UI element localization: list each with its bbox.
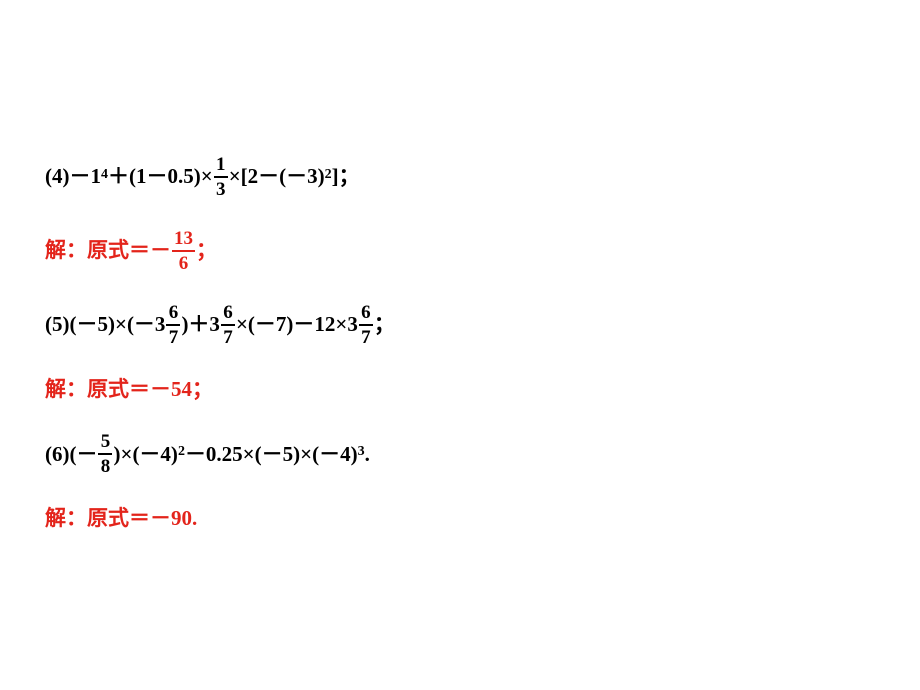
denominator: 3 — [214, 180, 228, 199]
numerator: 6 — [359, 303, 373, 322]
fraction: 6 7 — [359, 303, 373, 347]
fraction-bar — [172, 250, 195, 252]
text-segment: ×[2－(－3) — [229, 164, 325, 189]
numerator: 5 — [99, 432, 113, 451]
text-segment: (6)(－ — [45, 442, 97, 467]
denominator: 7 — [359, 328, 373, 347]
fraction-bar — [214, 176, 228, 178]
text-segment: ； — [374, 312, 395, 337]
text-segment: ＋(1－0.5)× — [108, 164, 213, 189]
text-segment: ]； — [332, 164, 360, 189]
text-segment: (5)(－5)×(－3 — [45, 312, 165, 337]
denominator: 7 — [167, 328, 181, 347]
fraction: 1 3 — [214, 155, 228, 199]
denominator: 7 — [221, 328, 235, 347]
superscript: 2 — [178, 444, 185, 461]
fraction-bar — [221, 324, 235, 326]
denominator: 6 — [177, 254, 191, 273]
text-segment: )＋3 — [181, 312, 220, 337]
superscript: 2 — [325, 167, 332, 184]
text-segment: ； — [196, 238, 217, 263]
numerator: 6 — [221, 303, 235, 322]
text-segment: 解：原式＝－54； — [45, 377, 213, 402]
fraction-bar — [359, 324, 373, 326]
problem-4: (4)－1 4 ＋(1－0.5)× 1 3 ×[2－(－3) 2 ]； — [45, 155, 875, 199]
numerator: 13 — [172, 229, 195, 248]
text-segment: . — [365, 442, 370, 467]
denominator: 8 — [99, 457, 113, 476]
fraction: 6 7 — [221, 303, 235, 347]
fraction: 13 6 — [172, 229, 195, 273]
numerator: 1 — [214, 155, 228, 174]
text-segment: )×(－4) — [113, 442, 177, 467]
fraction-bar — [98, 453, 112, 455]
fraction: 6 7 — [166, 303, 180, 347]
solution-5: 解：原式＝－54； — [45, 377, 875, 402]
solution-4: 解：原式＝－ 13 6 ； — [45, 229, 875, 273]
problem-6: (6)(－ 5 8 )×(－4) 2 －0.25×(－5)×(－4) 3 . — [45, 432, 875, 476]
text-segment: －0.25×(－5)×(－4) — [185, 442, 358, 467]
text-segment: (4)－1 — [45, 164, 101, 189]
superscript: 4 — [101, 167, 108, 184]
problem-5: (5)(－5)×(－3 6 7 )＋3 6 7 ×(－7)－12×3 6 7 ； — [45, 303, 875, 347]
solution-6: 解：原式＝－90. — [45, 506, 875, 531]
text-segment: ×(－7)－12×3 — [236, 312, 358, 337]
text-segment: 解：原式＝－90. — [45, 506, 197, 531]
fraction-bar — [166, 324, 180, 326]
fraction: 5 8 — [98, 432, 112, 476]
text-segment: 解：原式＝－ — [45, 238, 171, 263]
numerator: 6 — [167, 303, 181, 322]
superscript: 3 — [358, 444, 365, 461]
